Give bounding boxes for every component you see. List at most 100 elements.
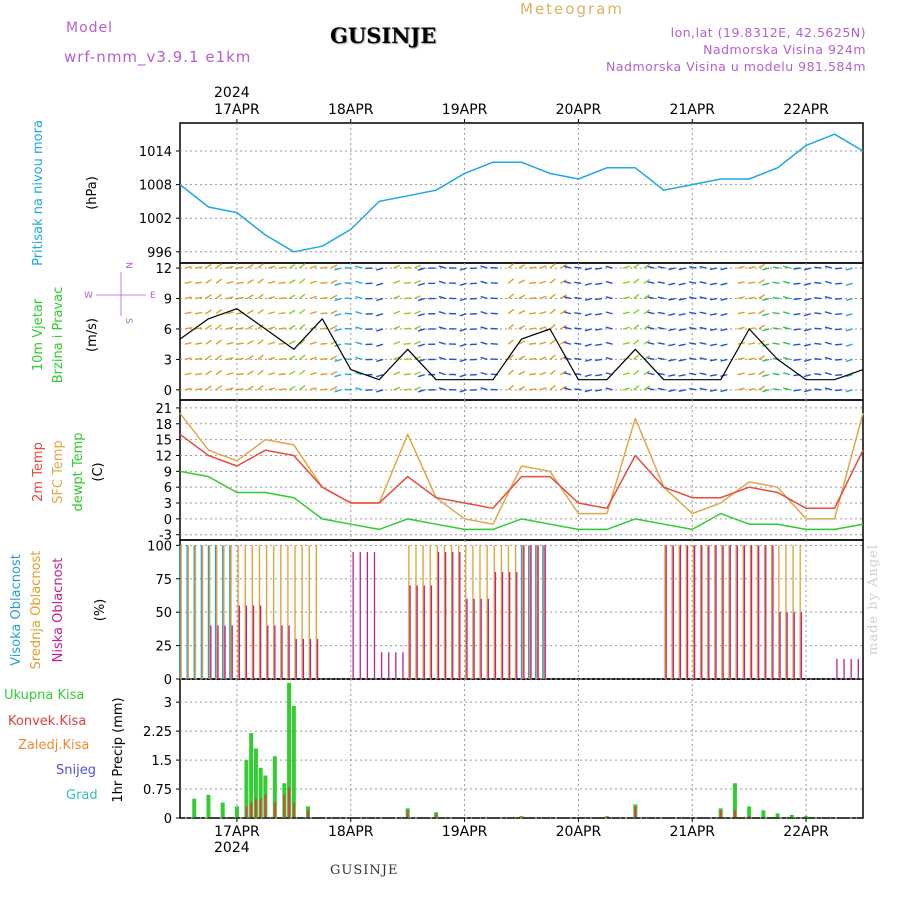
precip-conv-bar [520,816,523,818]
wind-arrow [762,389,770,393]
wind-arrow [720,297,728,301]
y-tick-label: 0 [164,384,172,399]
wind-arrow [689,357,697,361]
wind-arrow [288,324,296,330]
precip-unit-label: 1hr Precip (mm) [111,697,126,802]
wind-arrow [709,313,718,316]
wind-arrow [772,372,780,376]
pressure-unit-label: (hPa) [85,176,100,210]
wind-arrow [195,357,203,361]
wind-arrow [574,312,582,315]
wind-arrow [758,309,765,315]
wind-arrow [814,327,822,330]
wind-arrow [309,356,317,361]
y-tick-label: 9 [164,293,172,308]
wind-arrow [376,297,384,302]
wind-arrow [393,264,401,269]
wind-arrow [355,265,363,269]
year-label-top: 2024 [214,85,250,101]
wind-arrow [518,370,526,376]
wind-arrow [236,372,244,376]
wind-arrow [529,342,537,345]
wind-arrow [758,385,765,391]
wind-arrow [657,311,665,315]
wind-arrow [438,326,446,330]
wind-arrow [814,388,822,391]
wind-arrow [584,313,592,317]
wind-arrow [772,327,780,330]
wind-arrow [783,326,791,330]
wind-arrow [549,308,556,315]
wind-arrow [320,281,328,284]
wind-arrow [226,280,234,284]
wind-arrow [195,327,203,330]
temp-label-dew: dewpt Temp [71,432,86,511]
wind-arrow [762,282,770,286]
wind-arrow [246,370,254,376]
precip-conv-bar [273,802,276,818]
wind-arrow [215,278,223,284]
wind-arrow [560,309,567,315]
wind-arrow [309,310,317,315]
wind-arrow [835,328,843,331]
model-elevation-label: Nadmorska Visina u modelu 981.584m [606,59,866,74]
wind-arrow [246,263,254,269]
wind-arrow [737,372,745,376]
wind-arrow [215,263,223,269]
day-label-bottom: 19APR [442,824,488,840]
wind-arrow [563,372,572,376]
y-tick-label: 6 [164,481,172,496]
wind-arrow [835,267,843,270]
wind-arrow [574,266,582,269]
wind-arrow [215,293,223,300]
wind-arrow [518,279,526,284]
wind-arrow [647,372,655,376]
wind-arrow [236,266,244,269]
wind-arrow [758,324,765,330]
day-label-bottom: 21APR [669,824,715,840]
wind-arrow [633,324,640,330]
cloud-label-mid: Srednja Oblacnost [29,551,44,670]
wind-arrow [268,356,276,361]
wind-arrow [278,281,286,284]
wind-arrow [518,309,526,315]
wind-arrow [643,263,651,269]
wind-arrow [803,267,812,271]
wind-arrow [814,357,822,361]
wind-arrow [814,342,822,345]
wind-arrow [330,279,338,284]
y-tick-label: 21 [155,402,172,417]
wind-arrow [584,343,592,347]
precip-label-frz: Zaledj.Kisa [18,738,89,753]
wind-arrow [330,264,338,269]
wind-arrow [205,294,212,300]
wind-arrow [709,343,718,347]
wind-arrow [184,357,192,361]
temp-label-sfc: SFC Temp [51,440,66,504]
wind-arrow [226,341,234,345]
wind-arrow [376,282,384,287]
y-tick-label: 9 [164,465,172,480]
wind-arrow [236,281,244,284]
wind-arrow [393,295,401,300]
wind-arrow [417,297,425,302]
wind-arrow [288,309,296,315]
wind-arrow [507,323,515,330]
wind-arrow [417,267,425,271]
wind-arrow [758,278,765,284]
wind-arrow [643,339,651,345]
wind-arrow [184,265,192,269]
wind-arrow [438,311,446,315]
wind-arrow [205,309,212,315]
precip-conv-bar [733,810,736,818]
wind-arrow [748,342,756,345]
wind-arrow [355,356,363,361]
wind-arrow [539,387,547,391]
wind-arrow [205,324,212,330]
wind-arrow [309,387,317,391]
wind-arrow [507,308,515,315]
wind-arrow [205,385,212,391]
wind-panel-label-2: Brzina i Pravac [51,287,66,384]
wind-arrow [814,266,822,269]
meteogram-label: Meteogram [520,0,624,18]
